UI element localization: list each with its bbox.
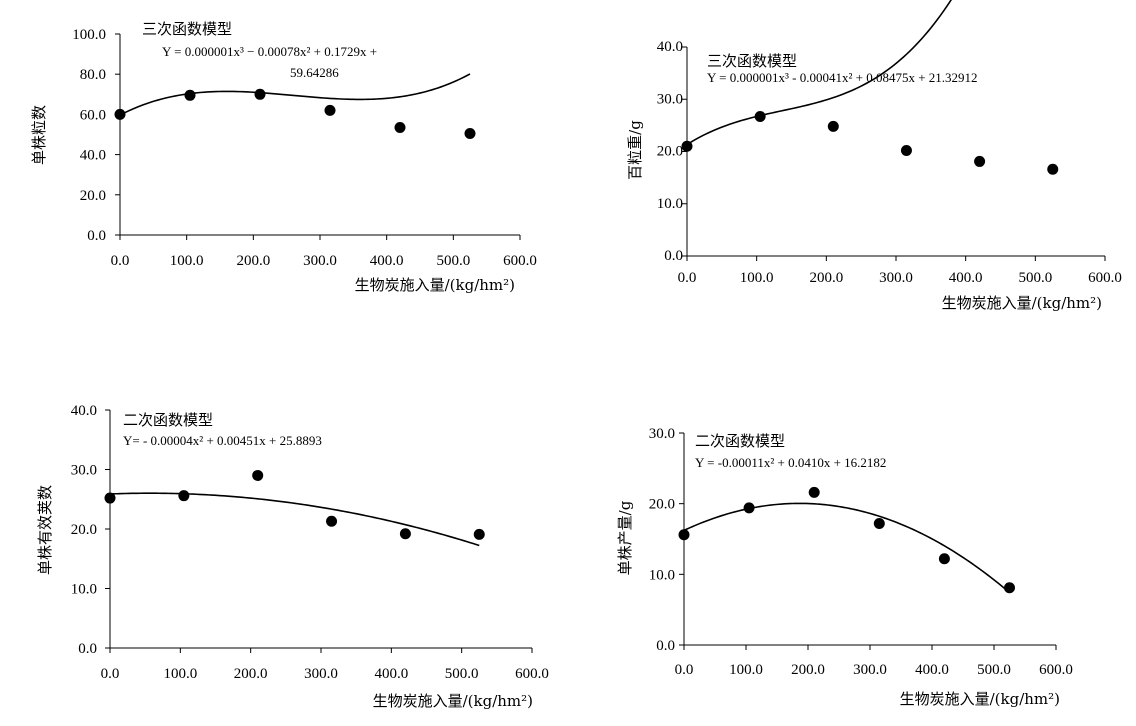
chart-effective-pods-per-plant: 0.0 100.0 200.0 300.0 400.0 500.0 600.0 0.0 10.0… bbox=[36, 403, 549, 710]
data-point bbox=[114, 108, 126, 120]
x-tick-label: 500.0 bbox=[977, 662, 1011, 678]
y-axis-title: 百粒重/g bbox=[626, 120, 644, 180]
model-title: 二次函数模型 bbox=[695, 432, 785, 450]
data-point bbox=[1047, 163, 1059, 175]
x-tick-label: 400.0 bbox=[915, 662, 949, 678]
chart-yield-per-plant: 0.0 100.0 200.0 300.0 400.0 500.0 600.0 0.0 10.0… bbox=[616, 426, 1073, 708]
data-point bbox=[754, 110, 766, 122]
x-tick-label: 0.0 bbox=[675, 662, 694, 678]
x-tick-label: 500.0 bbox=[436, 253, 470, 269]
y-tick-label: 60.0 bbox=[80, 107, 106, 123]
fit-equation: Y = -0.00011x² + 0.0410x + 16.2182 bbox=[695, 455, 886, 470]
x-tick-label: 200.0 bbox=[236, 253, 270, 269]
x-tick-label: 200.0 bbox=[791, 662, 825, 678]
x-tick-label: 400.0 bbox=[949, 270, 983, 286]
model-title: 二次函数模型 bbox=[123, 411, 213, 429]
fit-equation: Y= - 0.00004x² + 0.00451x + 25.8893 bbox=[123, 433, 322, 448]
y-tick-label: 40.0 bbox=[657, 39, 683, 55]
y-axis-title: 单株有效荚数 bbox=[36, 485, 54, 575]
x-tick-label: 600.0 bbox=[515, 666, 549, 682]
y-tick-label: 40.0 bbox=[80, 148, 106, 164]
x-axis-title: 生物炭施入量/(kg/hm²) bbox=[900, 690, 1060, 708]
y-tick-label: 0.0 bbox=[78, 641, 97, 657]
y-tick-label: 10.0 bbox=[657, 196, 683, 212]
data-point bbox=[399, 528, 411, 540]
x-tick-label: 600.0 bbox=[1039, 662, 1073, 678]
fit-equation: Y = 0.000001x³ - 0.00041x² + 0.08475x + … bbox=[707, 70, 978, 85]
data-point bbox=[681, 140, 693, 152]
y-tick-label: 30.0 bbox=[649, 426, 675, 442]
data-point bbox=[104, 492, 116, 504]
model-title: 三次函数模型 bbox=[707, 52, 797, 70]
x-tick-label: 0.0 bbox=[678, 270, 697, 286]
x-axis-title: 生物炭施入量/(kg/hm²) bbox=[942, 294, 1102, 312]
data-point bbox=[873, 517, 885, 529]
x-tick-label: 0.0 bbox=[101, 666, 120, 682]
data-point bbox=[178, 490, 190, 502]
fit-equation: Y = 0.000001x³ − 0.00078x² + 0.1729x + bbox=[162, 44, 377, 59]
x-tick-label: 100.0 bbox=[163, 666, 197, 682]
y-tick-label: 0.0 bbox=[656, 638, 675, 654]
data-point bbox=[252, 469, 264, 481]
data-point bbox=[1004, 582, 1015, 594]
data-point bbox=[473, 528, 485, 540]
y-tick-label: 0.0 bbox=[664, 248, 683, 264]
fit-curve bbox=[683, 502, 1011, 594]
y-tick-label: 80.0 bbox=[80, 67, 106, 83]
data-point bbox=[900, 144, 912, 156]
y-axis-title: 单株粒数 bbox=[30, 105, 48, 165]
data-point bbox=[254, 88, 266, 100]
x-tick-label: 400.0 bbox=[374, 666, 408, 682]
x-tick-label: 600.0 bbox=[1088, 270, 1122, 286]
y-tick-label: 20.0 bbox=[80, 188, 106, 204]
x-tick-label: 300.0 bbox=[853, 662, 887, 678]
data-point bbox=[678, 529, 690, 541]
y-tick-label: 0.0 bbox=[87, 228, 106, 244]
data-point bbox=[324, 104, 336, 116]
data-point bbox=[827, 120, 839, 132]
y-tick-label: 30.0 bbox=[71, 463, 97, 479]
y-tick-label: 20.0 bbox=[71, 522, 97, 538]
data-point bbox=[808, 486, 820, 498]
x-tick-label: 100.0 bbox=[729, 662, 763, 678]
x-tick-label: 300.0 bbox=[304, 666, 338, 682]
data-point bbox=[464, 127, 476, 139]
x-tick-label: 200.0 bbox=[234, 666, 268, 682]
data-point bbox=[394, 121, 406, 133]
y-tick-label: 10.0 bbox=[71, 582, 97, 598]
y-tick-label: 20.0 bbox=[657, 144, 683, 160]
y-tick-label: 10.0 bbox=[649, 567, 675, 583]
x-tick-label: 500.0 bbox=[1018, 270, 1052, 286]
data-point bbox=[743, 502, 755, 514]
y-tick-label: 100.0 bbox=[72, 27, 106, 43]
x-tick-label: 500.0 bbox=[445, 666, 479, 682]
y-tick-label: 20.0 bbox=[649, 497, 675, 513]
x-axis-title: 生物炭施入量/(kg/hm²) bbox=[373, 692, 533, 710]
x-tick-label: 0.0 bbox=[111, 253, 130, 269]
x-tick-label: 400.0 bbox=[370, 253, 404, 269]
x-axis-title: 生物炭施入量/(kg/hm²) bbox=[355, 276, 515, 294]
x-tick-label: 100.0 bbox=[170, 253, 204, 269]
data-point bbox=[974, 155, 986, 167]
fit-curve bbox=[119, 73, 471, 116]
y-tick-label: 40.0 bbox=[71, 403, 97, 419]
x-tick-label: 600.0 bbox=[503, 253, 537, 269]
x-tick-label: 300.0 bbox=[303, 253, 337, 269]
fit-equation-continued: 59.64286 bbox=[290, 65, 339, 80]
chart-hundred-grain-weight: 0.0 100.0 200.0 300.0 400.0 500.0 600.0 0.0 10.0… bbox=[626, 0, 1122, 312]
chart-kernels-per-plant: 0.0 100.0 200.0 300.0 400.0 500.0 600.0 0.0 20.0… bbox=[30, 20, 537, 294]
x-tick-label: 100.0 bbox=[740, 270, 774, 286]
x-tick-label: 300.0 bbox=[879, 270, 913, 286]
fit-curve bbox=[109, 492, 480, 547]
data-point bbox=[184, 89, 196, 101]
data-point bbox=[938, 553, 950, 565]
y-axis-title: 单株产量/g bbox=[616, 500, 634, 575]
data-point bbox=[326, 515, 338, 527]
model-title: 三次函数模型 bbox=[142, 20, 232, 38]
y-tick-label: 30.0 bbox=[657, 91, 683, 107]
fit-curve bbox=[686, 0, 952, 146]
x-tick-label: 200.0 bbox=[809, 270, 843, 286]
